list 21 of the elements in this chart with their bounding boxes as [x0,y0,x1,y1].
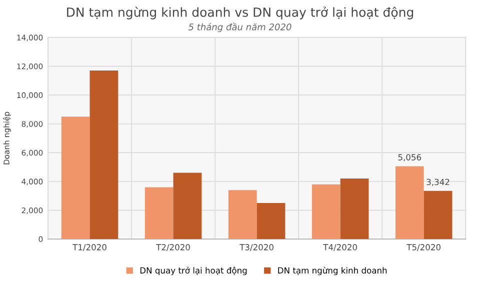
bar [173,172,202,240]
bar [256,203,286,240]
x-tick-label: T1/2020 [72,244,106,252]
bar [228,190,257,240]
chart-subtitle: 5 tháng đầu năm 2020 [188,22,292,32]
bar [61,116,90,240]
bar [395,166,424,240]
legend-label: DN tạm ngừng kinh doanh [278,266,387,276]
legend-label: DN quay trở lại hoạt động [140,266,247,276]
x-tick-label: T5/2020 [406,244,440,252]
bar [90,70,118,240]
bar [312,184,340,240]
x-tick-label: T4/2020 [323,244,357,252]
bar [424,190,452,240]
chart-title: DN tạm ngừng kinh doanh vs DN quay trở lại hoạt động [67,6,414,20]
data-label: 3,342 [426,178,450,186]
x-tick-label: T3/2020 [240,244,274,252]
bar [144,187,174,240]
bar [340,178,369,240]
x-tick-label: T2/2020 [156,244,190,252]
data-label: 5,056 [398,154,422,162]
